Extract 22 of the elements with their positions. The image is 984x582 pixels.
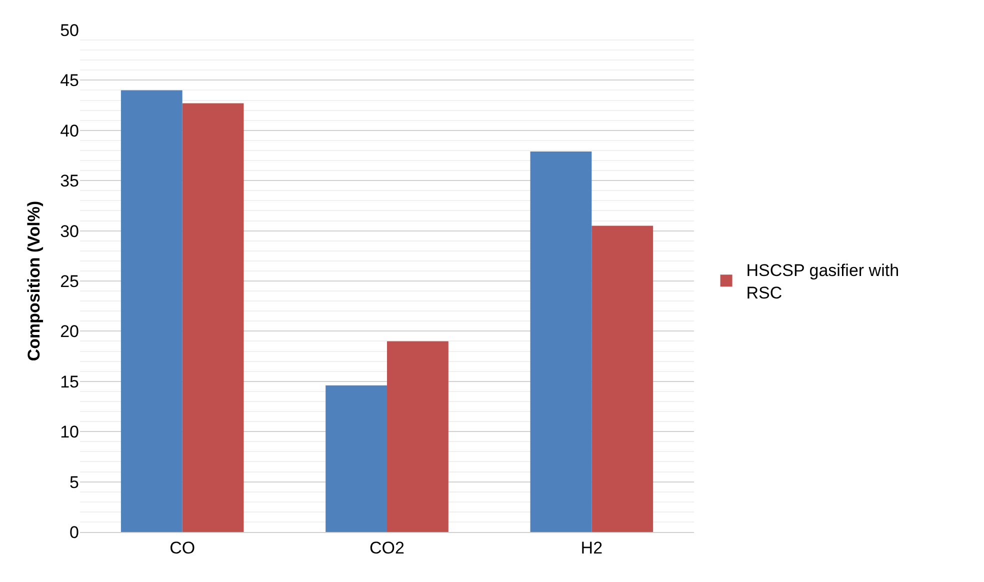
bar (182, 103, 244, 532)
y-tick-label: 35 (60, 172, 79, 191)
y-axis-title: Composition (Vol%) (24, 200, 44, 362)
bar (592, 226, 654, 532)
y-tick-label: 0 (70, 522, 79, 542)
x-tick-label: H2 (580, 538, 603, 558)
x-tick-label: CO2 (370, 538, 404, 558)
x-tick-label: CO (170, 538, 196, 558)
bar (120, 90, 182, 532)
y-tick-label: 40 (60, 121, 79, 140)
legend-label: HSCSP gasifier with RSC (746, 261, 900, 302)
bar (387, 341, 448, 532)
bar (530, 151, 592, 532)
y-tick-label: 25 (60, 272, 79, 291)
y-tick-label: 50 (60, 20, 79, 40)
y-tick-label: 10 (60, 422, 79, 442)
y-tick-label: 20 (60, 322, 79, 342)
y-tick-label: 30 (60, 222, 79, 241)
y-tick-label: 45 (60, 71, 79, 90)
y-tick-label: 15 (60, 372, 79, 392)
bar (326, 385, 387, 532)
y-tick-label: 5 (70, 472, 79, 492)
